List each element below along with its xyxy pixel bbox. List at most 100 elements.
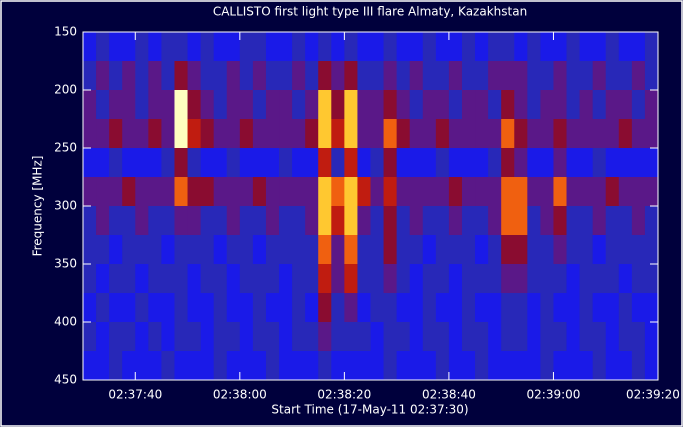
heatmap-cell [553, 322, 567, 352]
heatmap-cell [396, 32, 411, 62]
heatmap-cell [631, 177, 646, 207]
heatmap-cell [396, 264, 411, 294]
heatmap-cells [83, 32, 659, 381]
heatmap-cell [357, 322, 371, 352]
heatmap-cell [592, 264, 607, 294]
heatmap-cell [83, 148, 97, 178]
heatmap-cell [618, 322, 633, 352]
heatmap-cell [226, 206, 241, 236]
heatmap-cell [448, 119, 463, 149]
y-tick-label: 250 [54, 141, 77, 155]
heatmap-cell [318, 351, 332, 381]
heatmap-cell [461, 235, 476, 265]
heatmap-cell [357, 177, 371, 207]
heatmap-cell [396, 235, 411, 265]
heatmap-cell [579, 351, 594, 381]
heatmap-cell [422, 206, 437, 236]
heatmap-cell [148, 351, 162, 381]
heatmap-cell [357, 119, 371, 149]
heatmap-cell [566, 61, 580, 91]
heatmap-cell [122, 235, 136, 265]
heatmap-cell [331, 351, 345, 381]
heatmap-cell [644, 148, 659, 178]
heatmap-cell [83, 32, 97, 62]
heatmap-cell [187, 90, 202, 120]
heatmap-cell [331, 293, 345, 323]
heatmap-cell [122, 351, 136, 381]
heatmap-cell [148, 148, 162, 178]
x-tick-label: 02:38:40 [422, 388, 476, 402]
heatmap-cell [396, 148, 411, 178]
heatmap-cell [279, 119, 293, 149]
heatmap-cell [448, 148, 463, 178]
heatmap-cell [135, 293, 149, 323]
heatmap-cell [122, 61, 136, 91]
heatmap-cell [109, 32, 123, 62]
heatmap-cell [461, 177, 476, 207]
heatmap-cell [174, 293, 188, 323]
heatmap-cell [135, 90, 149, 120]
heatmap-cell [239, 177, 254, 207]
heatmap-cell [435, 235, 450, 265]
heatmap-cell [527, 32, 541, 62]
heatmap-cell [239, 351, 254, 381]
heatmap-cell [187, 322, 202, 352]
heatmap-cell [605, 235, 620, 265]
heatmap-cell [370, 235, 384, 265]
heatmap-cell [200, 32, 215, 62]
heatmap-cell [514, 235, 528, 265]
heatmap-cell [514, 90, 528, 120]
heatmap-cell [122, 206, 136, 236]
heatmap-cell [579, 148, 594, 178]
heatmap-cell [644, 119, 659, 149]
heatmap-cell [148, 206, 162, 236]
heatmap-cell [540, 293, 554, 323]
heatmap-cell [605, 206, 620, 236]
heatmap-cell [357, 90, 371, 120]
heatmap-cell [226, 351, 241, 381]
heatmap-cell [475, 61, 489, 91]
heatmap-cell [96, 293, 110, 323]
heatmap-cell [579, 90, 594, 120]
heatmap-cell [200, 61, 215, 91]
heatmap-cell [527, 119, 541, 149]
heatmap-cell [396, 119, 411, 149]
heatmap-cell [252, 235, 267, 265]
heatmap-cell [161, 177, 175, 207]
heatmap-cell [148, 119, 162, 149]
heatmap-cell [318, 61, 332, 91]
heatmap-cell [631, 322, 646, 352]
heatmap-cell [501, 61, 515, 91]
heatmap-cell [318, 293, 332, 323]
heatmap-cell [265, 322, 280, 352]
heatmap-cell [292, 206, 306, 236]
heatmap-cell [475, 235, 489, 265]
heatmap-cell [122, 293, 136, 323]
heatmap-cell [96, 148, 110, 178]
heatmap-cell [644, 264, 659, 294]
heatmap-cell [435, 322, 450, 352]
heatmap-cell [239, 90, 254, 120]
heatmap-cell [383, 61, 398, 91]
heatmap-cell [109, 148, 123, 178]
heatmap-cell [592, 206, 607, 236]
heatmap-cell [553, 148, 567, 178]
heatmap-cell [422, 32, 437, 62]
heatmap-cell [292, 351, 306, 381]
heatmap-cell [83, 235, 97, 265]
heatmap-cell [461, 264, 476, 294]
heatmap-cell [488, 148, 502, 178]
heatmap-cell [488, 177, 502, 207]
heatmap-cell [383, 322, 398, 352]
heatmap-cell [566, 264, 580, 294]
heatmap-cell [514, 119, 528, 149]
heatmap-cell [331, 235, 345, 265]
heatmap-cell [239, 148, 254, 178]
heatmap-cell [265, 293, 280, 323]
heatmap-cell [448, 235, 463, 265]
heatmap-cell [370, 32, 384, 62]
heatmap-cell [383, 264, 398, 294]
heatmap-cell [239, 293, 254, 323]
